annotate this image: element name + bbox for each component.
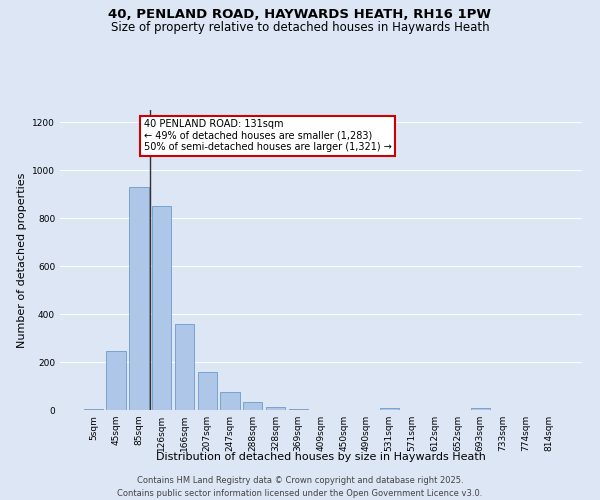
Bar [220,392,239,410]
Bar [197,372,217,410]
Bar [129,187,149,410]
Bar [243,402,262,410]
Bar [152,206,172,410]
Y-axis label: Number of detached properties: Number of detached properties [17,172,26,348]
Bar [289,409,308,410]
Bar [266,407,285,410]
Text: Distribution of detached houses by size in Haywards Heath: Distribution of detached houses by size … [156,452,486,462]
Text: 40 PENLAND ROAD: 131sqm
← 49% of detached houses are smaller (1,283)
50% of semi: 40 PENLAND ROAD: 131sqm ← 49% of detache… [143,119,391,152]
Text: Contains HM Land Registry data © Crown copyright and database right 2025.
Contai: Contains HM Land Registry data © Crown c… [118,476,482,498]
Bar [175,324,194,410]
Text: Size of property relative to detached houses in Haywards Heath: Size of property relative to detached ho… [110,21,490,34]
Bar [380,408,399,410]
Bar [470,408,490,410]
Bar [106,350,126,410]
Bar [84,409,103,410]
Text: 40, PENLAND ROAD, HAYWARDS HEATH, RH16 1PW: 40, PENLAND ROAD, HAYWARDS HEATH, RH16 1… [109,8,491,20]
